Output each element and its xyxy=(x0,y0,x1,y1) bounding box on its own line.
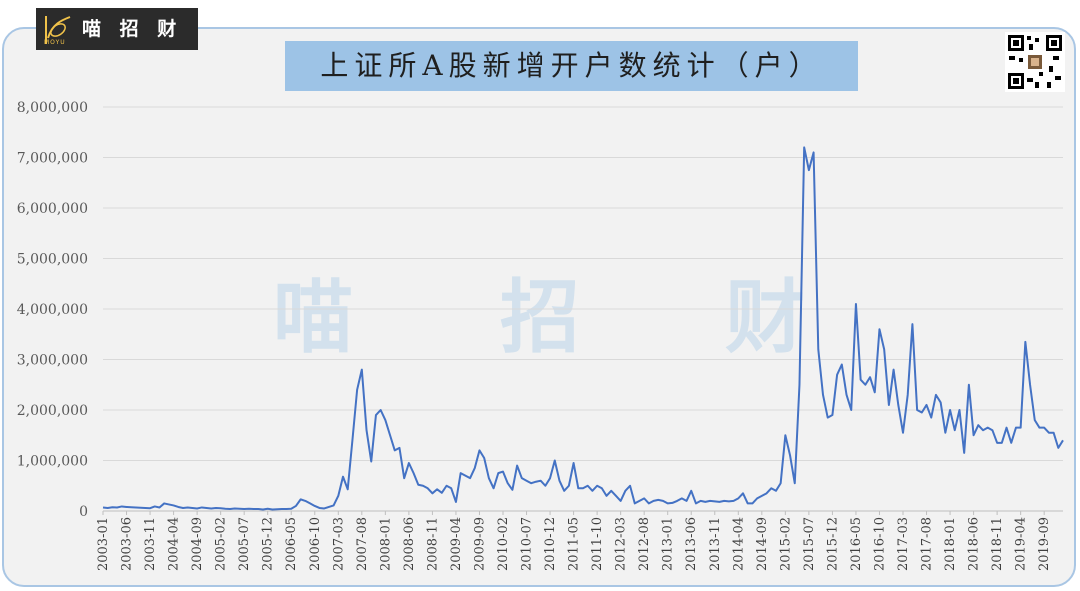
x-tick-label: 2008-06 xyxy=(402,517,417,571)
y-tick-label: 2,000,000 xyxy=(17,403,88,419)
x-tick-label: 2012-03 xyxy=(614,517,629,571)
x-tick-label: 2010-12 xyxy=(543,517,558,571)
watermark-char: 财 xyxy=(725,271,805,364)
x-tick-label: 2017-08 xyxy=(920,517,935,571)
x-tick-label: 2009-04 xyxy=(449,517,464,571)
x-tick-label: 2003-06 xyxy=(120,517,135,571)
y-tick-label: 6,000,000 xyxy=(17,201,88,217)
x-tick-label: 2018-06 xyxy=(967,517,982,571)
gridlines xyxy=(103,106,1063,512)
y-tick-label: 8,000,000 xyxy=(17,100,88,116)
brand-logo: 喵 招 财 MOYU xyxy=(36,8,198,50)
x-tick-label: 2007-03 xyxy=(331,517,346,571)
watermark: 喵招财 xyxy=(273,271,805,364)
x-tick-label: 2015-07 xyxy=(802,517,817,571)
y-tick-label: 3,000,000 xyxy=(17,353,88,369)
x-tick-label: 2005-12 xyxy=(261,517,276,571)
x-tick-label: 2010-07 xyxy=(520,517,535,571)
y-tick-label: 4,000,000 xyxy=(17,302,88,318)
qr-code-icon xyxy=(1005,32,1065,92)
x-tick-label: 2016-10 xyxy=(872,517,887,571)
x-tick-label: 2009-09 xyxy=(472,517,487,571)
x-tick-label: 2008-01 xyxy=(378,517,393,571)
chart-frame xyxy=(2,27,1076,587)
x-tick-label: 2019-04 xyxy=(1014,517,1029,571)
brand-mark-icon xyxy=(45,16,71,44)
x-tick-label: 2011-05 xyxy=(567,517,582,571)
x-tick-label: 2016-05 xyxy=(849,517,864,571)
x-axis: 2003-01 2003-06 2003-11 2004-04 2004-09 2005-… xyxy=(96,511,1052,571)
x-tick-label: 2012-08 xyxy=(637,517,652,571)
x-tick-label: 2014-09 xyxy=(755,517,770,571)
brand-tagline: MOYU xyxy=(44,39,66,46)
y-tick-label: 0 xyxy=(79,504,88,520)
x-tick-label: 2010-02 xyxy=(496,517,511,571)
x-tick-label: 2015-12 xyxy=(825,517,840,571)
x-tick-label: 2005-02 xyxy=(214,517,229,571)
watermark-char: 招 xyxy=(500,271,580,364)
series-line xyxy=(102,146,1064,511)
x-tick-label: 2008-11 xyxy=(425,517,440,571)
x-tick-label: 2004-09 xyxy=(190,517,205,571)
x-tick-label: 2003-11 xyxy=(143,517,158,571)
x-tick-label: 2014-04 xyxy=(731,517,746,571)
series-layer xyxy=(102,146,1064,511)
x-tick-label: 2015-02 xyxy=(778,517,793,571)
x-tick-label: 2003-01 xyxy=(96,517,111,571)
y-tick-label: 1,000,000 xyxy=(17,454,88,470)
y-tick-label: 5,000,000 xyxy=(17,252,88,268)
x-tick-label: 2013-01 xyxy=(661,517,676,571)
y-tick-label: 7,000,000 xyxy=(17,151,88,167)
x-tick-label: 2007-08 xyxy=(355,517,370,571)
x-tick-label: 2018-11 xyxy=(990,517,1005,571)
x-tick-label: 2019-09 xyxy=(1037,517,1052,571)
x-tick-label: 2006-10 xyxy=(308,517,323,571)
watermark-char: 喵 xyxy=(273,271,353,364)
x-tick-label: 2004-04 xyxy=(167,517,182,571)
y-axis: 0 1,000,000 2,000,000 3,000,000 4,000,000 5,0… xyxy=(17,100,88,520)
chart-title: 上证所A股新增开户数统计（户） xyxy=(285,41,858,91)
x-tick-label: 2006-05 xyxy=(284,517,299,571)
x-tick-label: 2013-11 xyxy=(708,517,723,571)
x-tick-label: 2018-01 xyxy=(943,517,958,571)
brand-name: 喵 招 财 xyxy=(82,18,183,40)
x-tick-label: 2011-10 xyxy=(590,517,605,571)
x-tick-label: 2005-07 xyxy=(237,517,252,571)
x-tick-label: 2017-03 xyxy=(896,517,911,571)
x-tick-label: 2013-06 xyxy=(684,517,699,571)
